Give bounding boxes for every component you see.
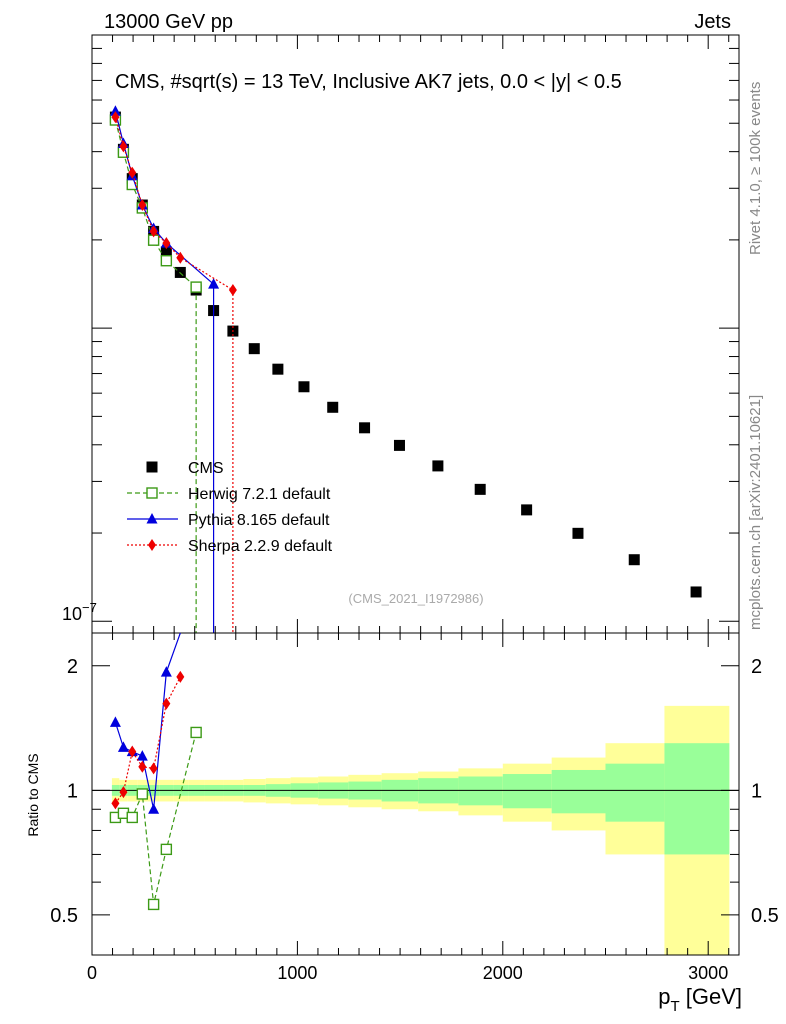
data-point-filled-square xyxy=(432,460,444,472)
ratio-point xyxy=(111,797,120,810)
rivet-label: Rivet 4.1.0, ≥ 100k events xyxy=(747,82,764,255)
data-point-filled-square xyxy=(160,246,172,258)
data-point-filled-triangle xyxy=(208,278,220,289)
y-tick-label: 1 xyxy=(751,780,762,802)
x-tick-label: 3000 xyxy=(688,963,728,983)
data-point-open-square xyxy=(190,281,202,293)
header-right-label: Jets xyxy=(694,11,731,33)
ratio-point xyxy=(149,762,158,775)
band-inner xyxy=(502,774,552,809)
data-point-open-square xyxy=(160,255,173,267)
band-inner xyxy=(605,763,665,822)
legend-marker xyxy=(148,539,156,551)
data-point-filled-diamond xyxy=(119,140,128,153)
data-point-filled-triangle xyxy=(109,105,121,116)
data-point-filled-diamond xyxy=(162,237,171,250)
header-left-label: 13000 GeV pp xyxy=(104,11,233,33)
legend-marker xyxy=(146,487,158,499)
main-title: CMS, #sqrt(s) = 13 TeV, Inclusive AK7 je… xyxy=(115,71,622,93)
legend-label: Pythia 8.165 default xyxy=(188,512,330,529)
legend: CMS Herwig 7.2.1 default Pythia 8.165 defa… xyxy=(127,460,333,555)
y-tick-label-1e-7: 10−7 xyxy=(62,600,97,624)
legend-marker xyxy=(146,461,158,473)
legend-label: Herwig 7.2.1 default xyxy=(188,486,331,503)
ratio-point xyxy=(136,750,148,761)
mcplots-label: mcplots.cern.ch [arXiv:2401.10621] xyxy=(747,395,764,630)
ratio-point xyxy=(147,898,160,911)
data-point-filled-square xyxy=(474,483,486,495)
ratio-point xyxy=(128,745,137,758)
ratio-point xyxy=(126,811,138,824)
ratio-panel: 0 1000 2000 3000 0.5 0.5 1 1 2 2 Ratio to CMS xyxy=(25,632,779,983)
data-point-filled-square xyxy=(690,586,702,598)
y-tick-label: 2 xyxy=(67,656,78,678)
legend-label: CMS xyxy=(188,460,224,477)
data-point-filled-square xyxy=(298,381,310,393)
y-tick-label: 0.5 xyxy=(751,905,779,927)
series-line-3 xyxy=(114,116,234,291)
y-tick-label: 0.5 xyxy=(50,905,78,927)
data-point-filled-square xyxy=(327,401,339,413)
legend-label: Sherpa 2.2.9 default xyxy=(188,538,333,555)
data-point-filled-square xyxy=(628,554,640,566)
ratio-point xyxy=(190,726,202,739)
data-point-filled-square xyxy=(359,422,371,434)
ratio-point xyxy=(136,788,149,800)
legend-marker xyxy=(146,513,158,524)
band-inner xyxy=(458,776,503,806)
data-point-filled-diamond xyxy=(149,225,158,238)
data-point-filled-square xyxy=(521,504,533,516)
ratio-point xyxy=(160,843,173,856)
ratio-point xyxy=(176,670,185,683)
data-point-filled-diamond xyxy=(228,284,237,297)
band-inner xyxy=(664,743,730,855)
y-tick-label: 1 xyxy=(67,780,78,802)
data-point-filled-diamond xyxy=(128,166,137,179)
data-point-filled-square xyxy=(393,439,405,451)
y-tick-label: 2 xyxy=(751,656,762,678)
data-point-filled-diamond xyxy=(111,111,120,124)
watermark: (CMS_2021_I1972986) xyxy=(348,591,483,606)
ratio-point xyxy=(117,741,129,752)
ratio-point xyxy=(119,786,128,799)
x-tick-label: 2000 xyxy=(483,963,523,983)
x-tick-label: 1000 xyxy=(277,963,317,983)
data-point-filled-diamond xyxy=(138,199,147,212)
x-axis-title: pT [GeV] xyxy=(658,984,742,1015)
data-point-filled-square xyxy=(572,527,584,539)
ratio-point xyxy=(148,803,160,814)
x-tick-label: 0 xyxy=(87,963,97,983)
band-inner xyxy=(551,769,606,814)
data-point-filled-square xyxy=(272,363,284,375)
ratio-panel-frame xyxy=(91,632,740,956)
ratio-point xyxy=(138,760,147,773)
ratio-ylabel: Ratio to CMS xyxy=(25,753,41,836)
data-point-filled-square xyxy=(248,343,260,355)
data-point-filled-diamond xyxy=(176,251,185,264)
main-panel: CMS, #sqrt(s) = 13 TeV, Inclusive AK7 je… xyxy=(62,34,740,634)
ratio-point xyxy=(109,716,121,727)
ratio-point xyxy=(162,697,171,710)
ratio-point xyxy=(160,666,172,677)
